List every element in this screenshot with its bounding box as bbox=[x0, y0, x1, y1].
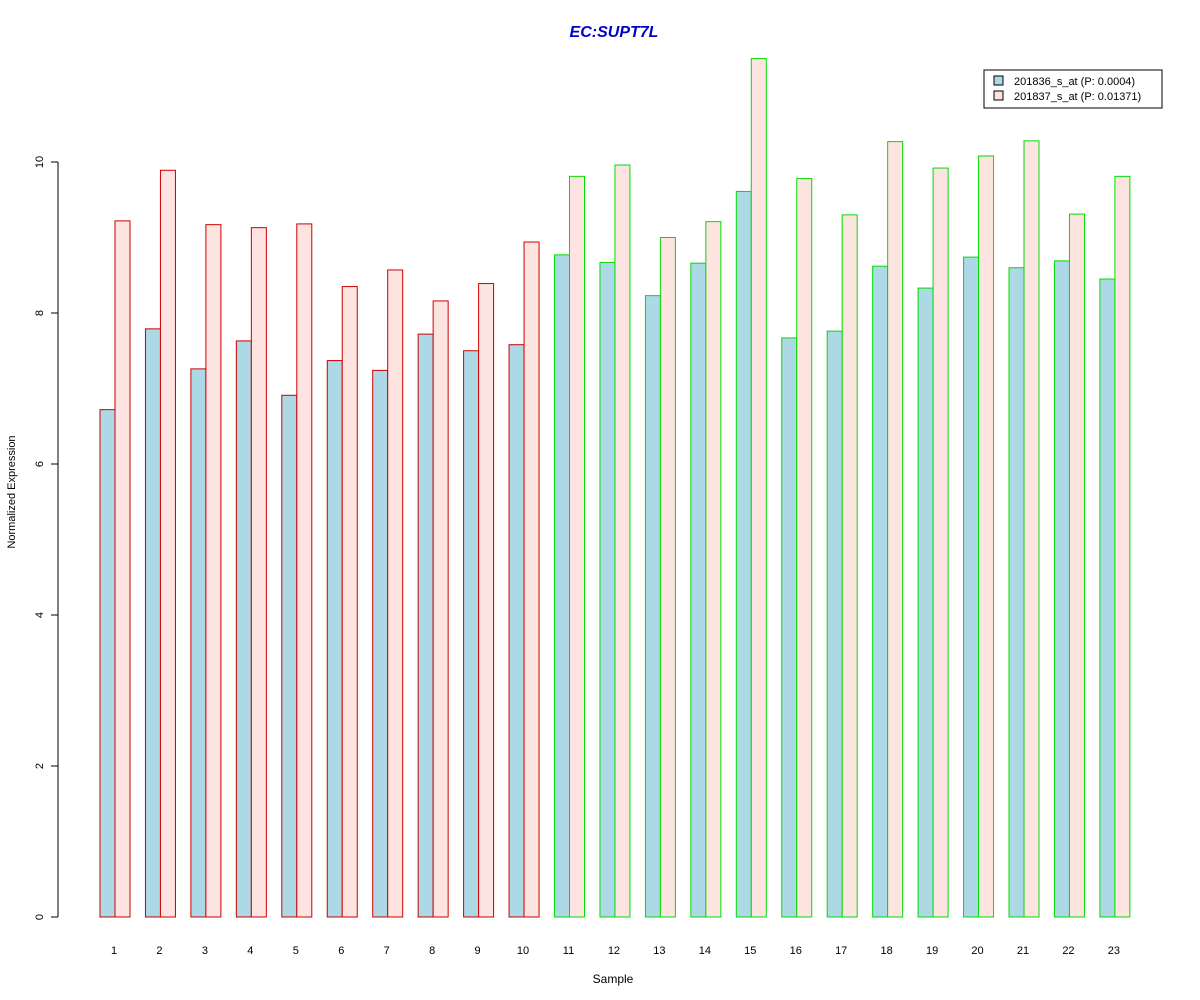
bar-sample-23-series-2 bbox=[1114, 175, 1131, 918]
x-tick-label: 12 bbox=[608, 945, 620, 957]
x-tick-label: 5 bbox=[293, 945, 299, 957]
x-tick-label: 20 bbox=[971, 945, 983, 957]
x-tick-label: 8 bbox=[429, 945, 435, 957]
bar-sample-16-series-1 bbox=[781, 337, 798, 918]
x-tick-label: 1 bbox=[111, 945, 117, 957]
y-tick-label: 6 bbox=[34, 461, 46, 467]
legend-swatch-series-1 bbox=[993, 75, 1004, 86]
legend-box bbox=[983, 69, 1163, 109]
x-tick-label: 13 bbox=[653, 945, 665, 957]
bar-sample-22-series-2 bbox=[1068, 213, 1085, 918]
bar-sample-2-series-1 bbox=[144, 328, 161, 918]
legend-label-series-1: 201836_s_at (P: 0.0004) bbox=[1014, 76, 1135, 88]
x-tick-label: 19 bbox=[926, 945, 938, 957]
chart-title: EC:SUPT7L bbox=[570, 24, 659, 41]
x-tick-label: 23 bbox=[1108, 945, 1120, 957]
x-tick-label: 18 bbox=[881, 945, 893, 957]
bar-sample-19-series-2 bbox=[932, 167, 949, 918]
bar-sample-14-series-2 bbox=[705, 221, 722, 918]
x-tick-label: 7 bbox=[384, 945, 390, 957]
legend-swatch-series-2 bbox=[993, 90, 1004, 101]
bar-sample-13-series-1 bbox=[644, 295, 661, 918]
bar-sample-4-series-1 bbox=[235, 340, 252, 918]
bar-sample-10-series-2 bbox=[523, 241, 540, 918]
bar-sample-1-series-1 bbox=[99, 409, 116, 918]
x-tick-label: 22 bbox=[1062, 945, 1074, 957]
x-tick-label: 10 bbox=[517, 945, 529, 957]
x-tick-label: 3 bbox=[202, 945, 208, 957]
bar-sample-2-series-2 bbox=[159, 169, 176, 918]
y-tick-label: 4 bbox=[34, 612, 46, 618]
bar-sample-9-series-2 bbox=[478, 283, 495, 918]
bar-sample-18-series-1 bbox=[872, 265, 889, 918]
x-tick-label: 14 bbox=[699, 945, 711, 957]
bar-sample-19-series-1 bbox=[917, 287, 934, 918]
bar-sample-11-series-1 bbox=[554, 254, 570, 918]
x-tick-label: 4 bbox=[247, 945, 253, 957]
x-axis-label: Sample bbox=[593, 972, 634, 986]
bar-sample-6-series-2 bbox=[341, 286, 358, 918]
bar-sample-3-series-2 bbox=[205, 224, 222, 918]
y-axis-label: Normalized Expression bbox=[6, 435, 18, 548]
bars-layer bbox=[99, 58, 1131, 918]
x-tick-label: 11 bbox=[563, 945, 574, 957]
x-tick-label: 6 bbox=[338, 945, 344, 957]
bar-sample-17-series-1 bbox=[826, 330, 843, 918]
y-tick-label: 2 bbox=[34, 763, 46, 769]
bar-sample-22-series-1 bbox=[1053, 260, 1070, 918]
bar-sample-5-series-1 bbox=[281, 394, 298, 918]
bar-sample-8-series-2 bbox=[432, 300, 449, 918]
bar-sample-10-series-1 bbox=[508, 344, 525, 918]
bar-sample-8-series-1 bbox=[417, 333, 434, 918]
x-tick-label: 2 bbox=[156, 945, 162, 957]
bar-sample-6-series-1 bbox=[326, 360, 343, 918]
bar-sample-20-series-2 bbox=[978, 155, 995, 918]
bar-sample-16-series-2 bbox=[796, 178, 813, 918]
bar-sample-3-series-1 bbox=[190, 368, 207, 918]
y-tick-label: 8 bbox=[34, 310, 46, 316]
bar-sample-17-series-2 bbox=[841, 214, 858, 918]
bar-sample-21-series-2 bbox=[1023, 140, 1040, 918]
x-tick-label: 15 bbox=[744, 945, 756, 957]
bar-sample-15-series-1 bbox=[735, 190, 752, 918]
y-tick-label: 10 bbox=[34, 156, 46, 168]
bar-sample-14-series-1 bbox=[690, 262, 707, 918]
legend-label-series-2: 201837_s_at (P: 0.01371) bbox=[1014, 91, 1141, 103]
bar-sample-4-series-2 bbox=[250, 227, 267, 918]
y-axis: 0 2 4 6 8 10 bbox=[34, 156, 59, 920]
y-tick-label: 0 bbox=[34, 914, 46, 920]
legend: 201836_s_at (P: 0.0004) 201837_s_at (P: … bbox=[983, 69, 1163, 109]
bar-sample-20-series-1 bbox=[963, 256, 980, 918]
x-tick-label: 21 bbox=[1017, 945, 1029, 957]
bar-sample-7-series-2 bbox=[387, 269, 404, 918]
x-tick-label: 17 bbox=[835, 945, 847, 957]
bar-sample-23-series-1 bbox=[1099, 278, 1116, 918]
bar-sample-15-series-2 bbox=[750, 58, 767, 918]
bar-sample-11-series-2 bbox=[569, 175, 585, 918]
bar-sample-12-series-1 bbox=[599, 261, 616, 918]
bar-sample-9-series-1 bbox=[463, 350, 480, 918]
bar-sample-1-series-2 bbox=[114, 220, 131, 918]
bar-sample-12-series-2 bbox=[614, 164, 631, 918]
bar-sample-18-series-2 bbox=[887, 141, 904, 918]
bar-sample-7-series-1 bbox=[372, 369, 389, 918]
bar-sample-21-series-1 bbox=[1008, 267, 1025, 918]
x-tick-label: 16 bbox=[790, 945, 802, 957]
x-tick-label: 9 bbox=[475, 945, 481, 957]
bar-sample-13-series-2 bbox=[659, 237, 676, 918]
x-tick-labels: 1 2 3 4 5 6 7 8 9 10 11 12 13 14 15 16 17 18 19 20 21 22 23 bbox=[111, 945, 1120, 957]
bar-sample-5-series-2 bbox=[296, 223, 313, 918]
